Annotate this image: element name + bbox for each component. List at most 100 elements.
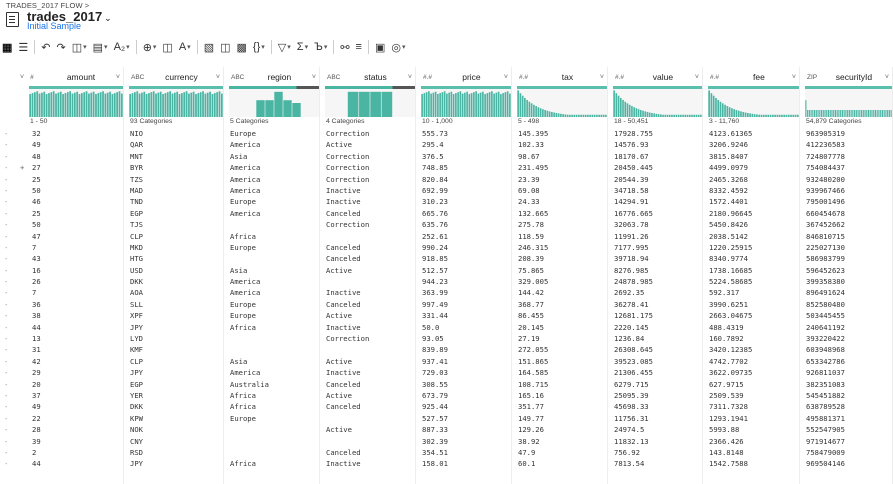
cell-value[interactable]: 2692.35 <box>614 288 645 298</box>
cell-value[interactable]: 14576.93 <box>614 140 649 150</box>
cell-amount[interactable]: 20 <box>32 379 41 389</box>
table-row[interactable]: - 43 HTG Canceled 918.85 208.39 39718.94 8340.9… <box>0 253 893 264</box>
cell-amount[interactable]: 44 <box>32 322 41 332</box>
cell-fee[interactable]: 8340.9774 <box>709 254 748 264</box>
undo-icon[interactable]: ↶ <box>41 41 51 54</box>
cell-securityId[interactable]: 412236583 <box>806 140 845 150</box>
cell-fee[interactable]: 1220.25915 <box>709 242 753 252</box>
cell-value[interactable]: 36278.41 <box>614 299 649 309</box>
cell-securityId[interactable]: 495881371 <box>806 413 845 423</box>
cell-tax[interactable]: 208.39 <box>518 254 544 264</box>
cell-fee[interactable]: 2366.426 <box>709 436 744 446</box>
table-row[interactable]: - +27 BYR America Correction 748.85 231.495 204… <box>0 162 893 173</box>
cell-price[interactable]: 748.85 <box>422 163 448 173</box>
cell-status[interactable]: Correction <box>326 174 370 184</box>
cell-price[interactable]: 944.23 <box>422 277 448 287</box>
cell-value[interactable]: 26308.645 <box>614 345 653 355</box>
cell-currency[interactable]: SLL <box>130 299 143 309</box>
cell-price[interactable]: 673.79 <box>422 390 448 400</box>
cell-status[interactable]: Canceled <box>326 379 361 389</box>
cell-status[interactable]: Inactive <box>326 288 361 298</box>
chevron-down-icon[interactable]: ˅ <box>215 73 220 81</box>
cell-currency[interactable]: MNT <box>130 151 143 161</box>
cell-price[interactable]: 839.89 <box>422 345 448 355</box>
cell-value[interactable]: 18170.67 <box>614 151 649 161</box>
cell-value[interactable]: 11991.26 <box>614 231 649 241</box>
cell-fee[interactable]: 2509.539 <box>709 390 744 400</box>
cell-value[interactable]: 756.92 <box>614 447 640 457</box>
cell-price[interactable]: 555.73 <box>422 129 448 138</box>
cell-tax[interactable]: 75.865 <box>518 265 544 275</box>
cell-status[interactable]: Canceled <box>326 208 361 218</box>
cell-amount[interactable]: 29 <box>32 368 41 378</box>
cell-amount[interactable]: 36 <box>32 299 41 309</box>
cell-fee[interactable]: 160.7892 <box>709 334 744 344</box>
cell-fee[interactable]: 1738.16685 <box>709 265 753 275</box>
breadcrumb[interactable]: TRADES_2017 FLOW > <box>6 1 90 10</box>
cell-currency[interactable]: DKK <box>130 277 143 287</box>
cell-region[interactable]: Europe <box>230 311 256 321</box>
cell-status[interactable]: Active <box>326 390 352 400</box>
cell-region[interactable]: America <box>230 163 261 173</box>
column-histogram[interactable] <box>421 89 511 117</box>
cell-region[interactable]: America <box>230 277 261 287</box>
cell-securityId[interactable]: 399358380 <box>806 277 845 287</box>
cell-tax[interactable]: 129.26 <box>518 425 544 435</box>
cell-fee[interactable]: 5450.8426 <box>709 220 748 230</box>
cell-status[interactable]: Correction <box>326 220 370 230</box>
cell-amount[interactable]: 25 <box>32 174 41 184</box>
cell-currency[interactable]: KPW <box>130 413 143 423</box>
cell-price[interactable]: 252.61 <box>422 231 448 241</box>
chevron-down-icon[interactable]: ˅ <box>503 73 508 81</box>
table-row[interactable]: - 32 NIO Europe Correction 555.73 145.395 17928… <box>0 128 893 139</box>
cell-amount[interactable]: 22 <box>32 413 41 423</box>
cell-securityId[interactable]: 852580480 <box>806 299 845 309</box>
table-row[interactable]: - 44 JPY Africa Inactive 158.01 60.1 7813.54 154… <box>0 458 893 469</box>
cell-price[interactable]: 918.85 <box>422 254 448 264</box>
cell-currency[interactable]: EGP <box>130 208 143 218</box>
cell-currency[interactable]: QAR <box>130 140 143 150</box>
cell-fee[interactable]: 3990.6251 <box>709 299 748 309</box>
table-row[interactable]: - 2 RSD Canceled 354.51 47.9 756.92 143.8148 758… <box>0 447 893 458</box>
cell-status[interactable]: Correction <box>326 163 370 173</box>
cell-currency[interactable]: JPY <box>130 322 143 332</box>
cell-region[interactable]: Asia <box>230 356 248 366</box>
cell-value[interactable]: 39718.94 <box>614 254 649 264</box>
cell-fee[interactable]: 3815.8407 <box>709 151 748 161</box>
column-header-currency[interactable]: ABC currency ˅ <box>128 67 224 87</box>
table-row[interactable]: - 39 CNY 302.39 38.92 11832.13 2366.426 9719146… <box>0 436 893 447</box>
cell-status[interactable]: Canceled <box>326 254 361 264</box>
cell-currency[interactable]: KMF <box>130 345 143 355</box>
cell-currency[interactable]: NOK <box>130 425 143 435</box>
cell-tax[interactable]: 246.315 <box>518 242 549 252</box>
cell-securityId[interactable]: 225027130 <box>806 242 845 252</box>
table-row[interactable]: - 7 AOA America Inactive 363.99 144.42 2692.35 5… <box>0 287 893 298</box>
cell-fee[interactable]: 3206.9246 <box>709 140 748 150</box>
cell-value[interactable]: 11756.31 <box>614 413 649 423</box>
cell-price[interactable]: 302.39 <box>422 436 448 446</box>
cell-currency[interactable]: HTG <box>130 254 143 264</box>
cell-fee[interactable]: 3622.09735 <box>709 368 753 378</box>
cell-currency[interactable]: NIO <box>130 129 143 138</box>
column-header-securityId[interactable]: ZIP securityId ˅ <box>804 67 893 87</box>
cell-value[interactable]: 8276.985 <box>614 265 649 275</box>
cell-tax[interactable]: 98.67 <box>518 151 540 161</box>
cell-securityId[interactable]: 939967466 <box>806 185 845 195</box>
cell-securityId[interactable]: 969504146 <box>806 459 845 469</box>
cell-amount[interactable]: 50 <box>32 185 41 195</box>
cell-fee[interactable]: 7311.7328 <box>709 402 748 412</box>
cell-value[interactable]: 7177.995 <box>614 242 649 252</box>
cell-tax[interactable]: 272.055 <box>518 345 549 355</box>
comment-icon[interactable]: ▣ <box>374 41 386 54</box>
cell-amount[interactable]: 47 <box>32 231 41 241</box>
cell-price[interactable]: 376.5 <box>422 151 444 161</box>
column-header-tax[interactable]: #.# tax ˅ <box>516 67 608 87</box>
cell-securityId[interactable]: 795001496 <box>806 197 845 207</box>
cell-securityId[interactable]: 596452623 <box>806 265 845 275</box>
cell-currency[interactable]: TJS <box>130 220 143 230</box>
cell-amount[interactable]: 50 <box>32 220 41 230</box>
cell-fee[interactable]: 5993.88 <box>709 425 740 435</box>
cell-fee[interactable]: 4123.61365 <box>709 129 753 138</box>
cell-price[interactable]: 990.24 <box>422 242 448 252</box>
cell-fee[interactable]: 2465.3268 <box>709 174 748 184</box>
